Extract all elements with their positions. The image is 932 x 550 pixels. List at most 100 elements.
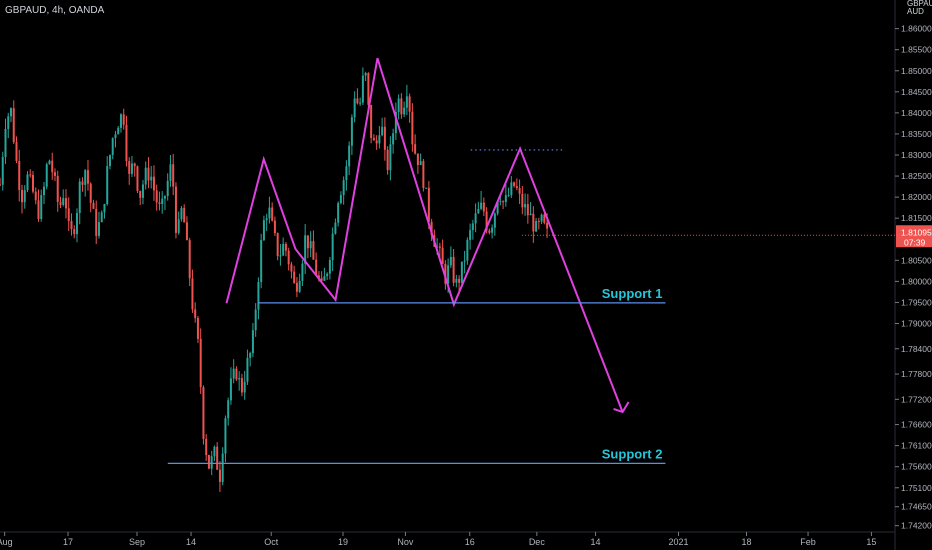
axis-currency-label: GBPAUD AUD [907, 0, 932, 16]
candle-body [546, 222, 549, 229]
drawings-layer: Support 1 Support 2 [167, 57, 666, 464]
candle-body [326, 273, 329, 277]
y-tick-label: 1.80500 [901, 255, 932, 265]
candle-body [114, 134, 117, 139]
candle-body [136, 166, 139, 191]
candle-body [515, 186, 518, 188]
candle-body [526, 204, 529, 216]
candle-body [251, 330, 254, 354]
candle-body [89, 183, 92, 203]
symbol-header: GBPAUD, 4h, OANDA [5, 5, 105, 16]
y-tick-label: 1.83000 [901, 150, 932, 160]
candle-body [75, 212, 78, 235]
candle-body [496, 201, 499, 214]
candle-body [210, 456, 213, 469]
candle-body [45, 164, 48, 187]
candle-body [64, 198, 67, 209]
candle-body [235, 368, 238, 380]
candle-body [205, 438, 208, 455]
candle-body [62, 198, 65, 205]
candle-body [172, 164, 175, 187]
y-tick-label: 1.74650 [901, 502, 932, 512]
candle-body [331, 233, 334, 261]
y-tick-label: 1.74200 [901, 521, 932, 531]
candle-body [95, 208, 98, 236]
candle-body [125, 124, 128, 162]
candle-body [361, 75, 364, 103]
candle-body [174, 186, 177, 233]
candle-body [370, 104, 373, 138]
candle-body [317, 275, 320, 279]
y-tick-label: 1.85500 [901, 45, 932, 55]
y-tick-label: 1.82500 [901, 171, 932, 181]
candle-body [452, 256, 455, 283]
candle-body [405, 96, 408, 108]
candle-body [133, 163, 136, 167]
candle-body [180, 207, 183, 220]
candle-body [240, 378, 243, 393]
candle-body [42, 186, 45, 196]
candle-body [158, 202, 161, 204]
candle-body [0, 184, 1, 186]
x-tick-label: 16 [465, 537, 475, 547]
candle-body [290, 264, 293, 272]
candle-body [430, 221, 433, 236]
y-tick-label: 1.75600 [901, 462, 932, 472]
candle-body [389, 144, 392, 171]
x-tick-label: Aug [0, 537, 13, 547]
y-tick-label: 1.81500 [901, 213, 932, 223]
candle-body [9, 108, 12, 117]
candle-body [422, 161, 425, 189]
candle-body [469, 230, 472, 240]
y-tick-label: 1.76600 [901, 420, 932, 430]
candle-body [139, 190, 142, 198]
candle-body [345, 166, 348, 181]
candle-body [216, 446, 219, 470]
candle-body [425, 187, 428, 189]
x-tick-label: 18 [742, 537, 752, 547]
candle-body [246, 357, 249, 382]
candle-body [117, 127, 120, 135]
countdown-timer: 07:39 [904, 237, 926, 247]
candle-body [334, 222, 337, 234]
x-tick-label: 15 [866, 537, 876, 547]
candle-body [279, 255, 282, 257]
candle-body [386, 149, 389, 171]
candle-body [7, 116, 10, 129]
candle-body [394, 111, 397, 134]
candle-body [144, 167, 147, 185]
candle-body [23, 190, 26, 203]
candle-body [276, 233, 279, 257]
candle-body [471, 223, 474, 231]
candle-body [447, 265, 450, 284]
candle-body [284, 243, 287, 251]
candle-body [287, 250, 290, 265]
candle-body [504, 195, 507, 202]
candle-body [1, 156, 4, 185]
last-price-badge [896, 225, 932, 248]
candle-body [70, 220, 73, 230]
candle-body [122, 114, 125, 125]
candle-body [502, 201, 505, 203]
y-tick-label: 1.79500 [901, 297, 932, 307]
candle-body [342, 180, 345, 196]
candle-body [188, 240, 191, 279]
candle-body [535, 221, 538, 232]
candle-body [350, 117, 353, 146]
candle-body [268, 207, 271, 219]
candle-body [419, 161, 422, 166]
candle-body [315, 259, 318, 276]
candle-body [353, 98, 356, 118]
candle-body [510, 182, 513, 196]
candle-body [4, 128, 7, 157]
candle-body [31, 174, 34, 192]
candle-body [84, 170, 87, 185]
candle-body [26, 174, 29, 191]
candle-body [507, 195, 510, 197]
candle-body [12, 108, 15, 143]
candle-body [482, 202, 485, 212]
candle-body [540, 214, 543, 222]
candle-body [436, 246, 439, 248]
candle-body [229, 378, 232, 401]
